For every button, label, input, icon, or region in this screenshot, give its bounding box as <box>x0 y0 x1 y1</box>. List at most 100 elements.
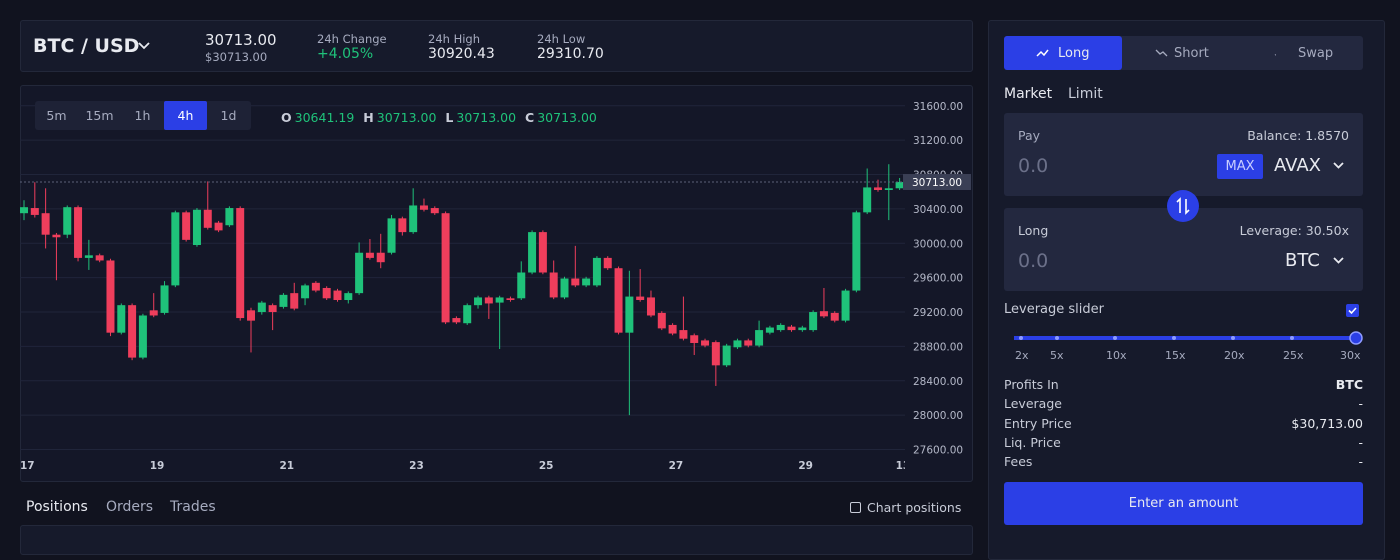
tab-icons <box>1036 49 1276 57</box>
slider-mark: 2x <box>1015 349 1029 362</box>
price-usd: $30713.00 <box>205 50 268 64</box>
candle-body <box>441 213 450 323</box>
pay-box <box>1004 113 1363 196</box>
candle-body <box>214 222 223 231</box>
candle-body <box>582 278 591 286</box>
stat-label: 24h Low <box>537 32 586 46</box>
pay-label: Pay <box>1018 128 1041 143</box>
submit-button[interactable]: Enter an amount <box>1004 482 1363 525</box>
candle-body <box>495 297 504 303</box>
candle-body <box>20 207 28 214</box>
candle-body <box>74 207 83 258</box>
candle-body <box>117 305 126 333</box>
candle-body <box>722 345 731 366</box>
interval-button[interactable]: 5m <box>46 108 67 123</box>
order-type[interactable]: Limit <box>1068 86 1103 102</box>
candle-body <box>841 290 850 321</box>
candle-body <box>549 272 558 298</box>
candle-body <box>603 257 612 269</box>
candle-body <box>506 298 515 301</box>
price: 30713.00 <box>205 31 277 49</box>
ohlc-value: 30713.00 <box>456 110 517 125</box>
interval-button[interactable]: 1d <box>220 108 237 123</box>
candle-body <box>398 218 407 233</box>
candle-body <box>41 213 50 235</box>
candle-body <box>863 187 872 213</box>
candle-body <box>192 209 201 246</box>
receive-amount[interactable]: 0.0 <box>1018 250 1049 272</box>
candle-body <box>517 272 526 299</box>
interval-button[interactable]: 1h <box>134 108 151 123</box>
ohlc-label: H <box>363 110 374 125</box>
stat-label: 24h High <box>428 32 481 46</box>
pair[interactable]: BTC / USD <box>33 35 140 57</box>
receive-label: Long <box>1018 223 1049 238</box>
pay-amount[interactable]: 0.0 <box>1018 155 1049 177</box>
y-tick-label: 30400.00 <box>913 204 963 216</box>
candle-body <box>160 285 169 313</box>
candle-body <box>106 260 115 333</box>
tab[interactable]: Long <box>1058 46 1090 61</box>
y-tick-label: 31200.00 <box>913 135 963 147</box>
slider-mark: 25x <box>1283 349 1304 362</box>
ohlc-label: L <box>445 110 454 125</box>
stat-value: 29310.70 <box>537 46 604 62</box>
candle-body <box>560 278 569 298</box>
info-value: - <box>1358 434 1363 450</box>
leverage-slider[interactable] <box>1008 330 1368 346</box>
max-button[interactable]: MAX <box>1217 154 1263 179</box>
candle-body <box>452 318 461 323</box>
info-label: Profits In <box>1004 377 1059 392</box>
x-tick-label: 29 <box>798 460 813 472</box>
pay-token[interactable]: AVAX <box>1274 155 1321 176</box>
y-tick-label: 27600.00 <box>913 445 963 457</box>
info-label: Leverage <box>1004 396 1062 412</box>
candle-body <box>668 324 677 334</box>
ohlc-label: O <box>281 110 292 125</box>
ohlc-label: C <box>525 110 535 125</box>
y-tick-label: 28000.00 <box>913 410 963 422</box>
x-tick-label: 21 <box>279 460 294 472</box>
balance: Balance: 1.8570 <box>1247 128 1349 143</box>
candle-body <box>711 342 720 366</box>
swap-button[interactable] <box>1166 189 1200 223</box>
candle-body <box>636 296 645 301</box>
candle-body <box>95 255 104 261</box>
interval-button[interactable]: 15m <box>85 108 114 123</box>
interval-button[interactable]: 4h <box>164 101 207 130</box>
slider-label: Leverage slider <box>1004 302 1104 317</box>
candle-body <box>592 257 601 286</box>
tab[interactable]: Positions <box>26 499 88 515</box>
candle-body <box>679 330 688 339</box>
candle-body <box>744 340 753 346</box>
receive-token[interactable]: BTC <box>1285 250 1320 271</box>
x-tick-label: 25 <box>539 460 554 472</box>
candle-body <box>344 293 353 301</box>
candle-body <box>84 255 93 258</box>
candle-body <box>387 218 396 253</box>
candle-body <box>733 340 742 348</box>
checkbox[interactable] <box>1346 304 1359 317</box>
candle-body <box>809 312 818 331</box>
y-tick-label: 30000.00 <box>913 238 963 250</box>
candle-body <box>290 293 299 309</box>
candle-body <box>171 212 180 286</box>
tab[interactable]: Trades <box>170 499 216 515</box>
ohlc-value: 30713.00 <box>376 110 437 125</box>
tab[interactable]: Short <box>1174 46 1209 61</box>
candle-body <box>819 311 828 317</box>
last-price-label: 30713.00 <box>912 177 962 189</box>
order-type[interactable]: Market <box>1004 86 1053 102</box>
candle-body <box>355 252 364 294</box>
chart-positions[interactable]: Chart positions <box>867 500 962 515</box>
candle-body <box>247 310 256 321</box>
tab[interactable]: Orders <box>106 499 154 515</box>
checkbox[interactable] <box>850 502 861 513</box>
candle-body <box>419 205 428 210</box>
candle-body <box>571 278 580 286</box>
candle-body <box>268 305 277 313</box>
candle-body <box>279 294 288 307</box>
stat-value: 30920.43 <box>428 46 495 62</box>
tab[interactable]: Swap <box>1298 46 1334 61</box>
candle-body <box>484 297 493 304</box>
